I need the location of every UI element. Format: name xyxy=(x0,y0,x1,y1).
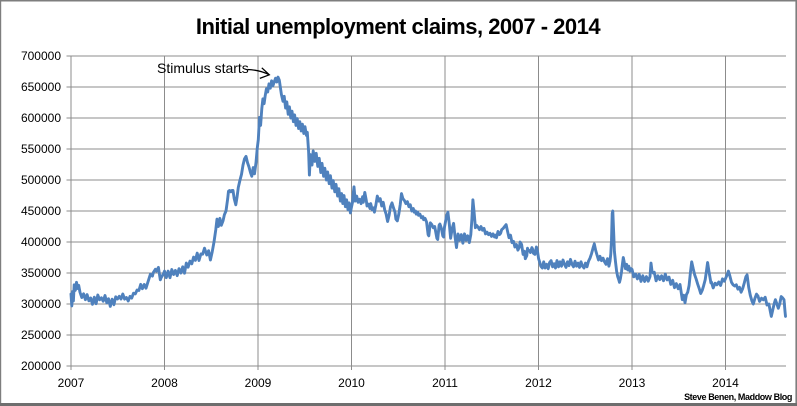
svg-text:2008: 2008 xyxy=(151,376,178,390)
svg-text:Steve Benen, Maddow Blog: Steve Benen, Maddow Blog xyxy=(684,392,792,402)
svg-text:250000: 250000 xyxy=(21,328,61,342)
svg-text:700000: 700000 xyxy=(21,49,61,63)
svg-text:2009: 2009 xyxy=(245,376,272,390)
svg-text:500000: 500000 xyxy=(21,173,61,187)
svg-text:200000: 200000 xyxy=(21,359,61,373)
svg-text:2012: 2012 xyxy=(525,376,552,390)
svg-text:2013: 2013 xyxy=(619,376,646,390)
svg-text:400000: 400000 xyxy=(21,235,61,249)
svg-text:600000: 600000 xyxy=(21,111,61,125)
svg-text:Stimulus starts: Stimulus starts xyxy=(157,60,249,76)
svg-text:300000: 300000 xyxy=(21,297,61,311)
svg-text:350000: 350000 xyxy=(21,266,61,280)
svg-text:550000: 550000 xyxy=(21,142,61,156)
svg-text:450000: 450000 xyxy=(21,204,61,218)
svg-text:Initial unemployment claims, 2: Initial unemployment claims, 2007 - 2014 xyxy=(196,14,602,39)
svg-text:2010: 2010 xyxy=(338,376,365,390)
svg-text:650000: 650000 xyxy=(21,80,61,94)
svg-text:2011: 2011 xyxy=(432,376,458,390)
svg-text:2014: 2014 xyxy=(712,376,739,390)
svg-text:2007: 2007 xyxy=(58,376,85,390)
